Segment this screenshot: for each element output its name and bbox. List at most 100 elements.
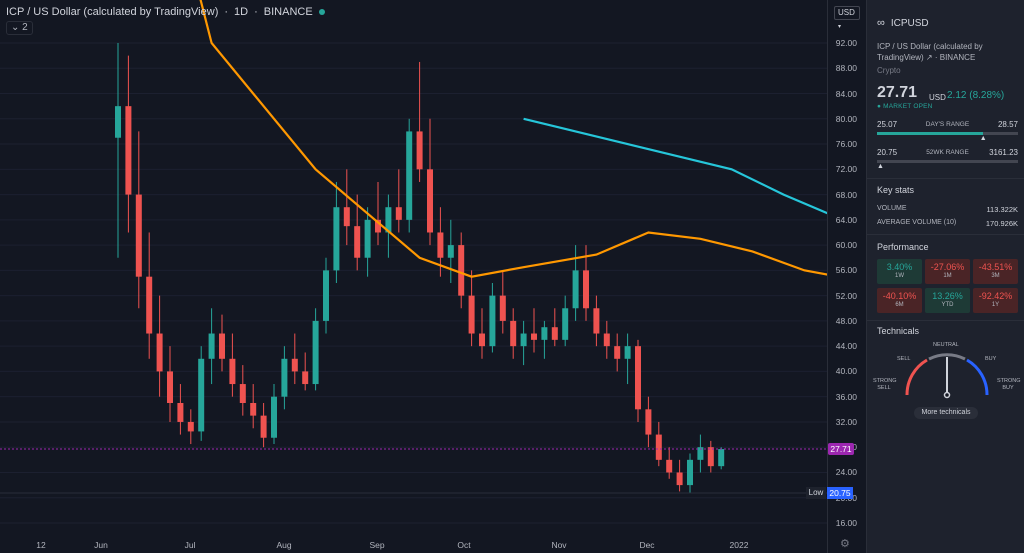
chevron-down-icon: ⌄ — [11, 22, 20, 33]
market-open-dot-icon — [318, 9, 325, 15]
candle — [635, 339, 641, 422]
candle — [281, 346, 288, 410]
interval-label[interactable]: 1D — [234, 6, 249, 18]
price-tick-label: 16.00 — [835, 518, 857, 528]
candle — [624, 333, 631, 385]
more-technicals-button[interactable]: More technicals — [914, 407, 978, 419]
candle — [156, 295, 163, 397]
chart-area[interactable]: ICP / US Dollar (calculated by TradingVi… — [0, 0, 827, 553]
price-axis[interactable]: USD ▾ 92.00 88.00 84.00 80.00 76.00 72.00 68.0… — [827, 0, 865, 553]
candle — [312, 308, 319, 391]
candle — [666, 447, 673, 479]
current-price-tag: 27.71 — [828, 443, 854, 456]
candle — [427, 118, 433, 246]
symbol-details-panel: ∞ ICPUSD ICP / US Dollar (calculated by … — [866, 0, 1024, 553]
price-tick-label: 44.00 — [835, 341, 857, 352]
candle — [219, 314, 225, 372]
candle — [562, 295, 569, 347]
performance-value: 13.26% — [932, 291, 963, 301]
time-label: 2022 — [729, 540, 749, 550]
candle — [697, 434, 704, 473]
symbol-header[interactable]: ∞ ICPUSD — [877, 17, 929, 29]
last-price: 27.71 — [877, 84, 918, 101]
week52-range-marker-icon: ▲ — [877, 163, 884, 170]
candle — [229, 333, 236, 397]
time-label: Jun — [94, 540, 108, 550]
performance-period: YTD — [941, 302, 954, 308]
price-chart[interactable] — [0, 0, 827, 553]
performance-tile-6m: -40.10% 6M — [877, 288, 922, 313]
technicals-title[interactable]: Technicals — [877, 326, 920, 336]
candle — [302, 352, 309, 391]
candle — [364, 207, 371, 277]
gauge-strong-buy-label: STRONG BUY — [997, 378, 1021, 391]
candle — [208, 308, 215, 385]
candle — [458, 232, 465, 309]
candle — [655, 421, 662, 467]
candle — [343, 169, 350, 246]
performance-tile-3m: -43.51% 3M — [973, 259, 1018, 284]
candle — [167, 346, 173, 422]
indicator-count: 2 — [22, 22, 28, 33]
candle — [115, 43, 121, 258]
days-range-marker-icon: ▲ — [979, 135, 987, 142]
external-link-icon[interactable]: ↗ — [925, 53, 933, 62]
candle — [499, 270, 506, 334]
performance-tile-1w: 3.40% 1W — [877, 259, 922, 284]
performance-period: 1W — [895, 273, 904, 279]
key-stats-title[interactable]: Key stats — [877, 185, 915, 195]
symbol-category: Crypto — [877, 66, 901, 75]
technicals-gauge — [905, 353, 989, 399]
performance-tile-1y: -92.42% 1Y — [973, 288, 1018, 313]
candle — [520, 320, 527, 366]
candle — [593, 295, 600, 347]
candle — [406, 118, 413, 233]
candle — [479, 308, 485, 359]
avg-volume-row: AVERAGE VOLUME (10) 170.926K — [877, 219, 1018, 228]
performance-title[interactable]: Performance — [877, 242, 929, 252]
price-tick-label: 76.00 — [835, 139, 857, 150]
candle — [333, 181, 340, 283]
candle — [146, 232, 153, 359]
candle — [489, 283, 496, 353]
performance-value: -27.06% — [930, 262, 965, 272]
candle — [707, 440, 714, 473]
candle — [135, 131, 142, 309]
candle — [271, 384, 277, 445]
time-label: 12 — [36, 540, 46, 550]
candle — [260, 403, 267, 448]
price-change: 2.12 (8.28%) — [947, 90, 1005, 101]
candle — [676, 459, 683, 492]
time-label: Sep — [369, 540, 385, 550]
candle — [510, 308, 517, 359]
candle — [645, 396, 652, 448]
candle — [447, 219, 454, 283]
volume-row: VOLUME 113.322K — [877, 205, 1018, 214]
candle — [385, 194, 392, 258]
candle — [125, 55, 132, 233]
performance-value: -43.51% — [978, 262, 1013, 272]
time-label: Nov — [551, 540, 567, 550]
price-tick-label: 88.00 — [835, 63, 857, 74]
candle — [572, 245, 579, 321]
candle — [250, 384, 257, 429]
candle — [583, 245, 589, 321]
indicators-toggle[interactable]: ⌄ 2 — [6, 21, 33, 35]
performance-value: -40.10% — [882, 291, 917, 301]
gear-icon[interactable]: ⚙ — [840, 538, 850, 550]
price-tick-label: 60.00 — [835, 240, 857, 251]
candle — [468, 270, 475, 347]
candle — [177, 384, 184, 435]
price-tick-label: 24.00 — [835, 467, 857, 478]
price-tick-label: 68.00 — [835, 189, 857, 200]
week52-range-bar — [877, 160, 1018, 163]
chart-header: ICP / US Dollar (calculated by TradingVi… — [6, 6, 325, 18]
gauge-buy-label: BUY — [985, 356, 997, 362]
candle — [551, 308, 558, 347]
candle — [531, 308, 537, 353]
price-tick-label: 48.00 — [835, 315, 857, 326]
currency-selector[interactable]: USD ▾ — [834, 6, 860, 30]
price-currency: USD — [929, 93, 946, 102]
candle — [239, 365, 246, 416]
symbol-title[interactable]: ICP / US Dollar (calculated by TradingVi… — [6, 6, 219, 18]
